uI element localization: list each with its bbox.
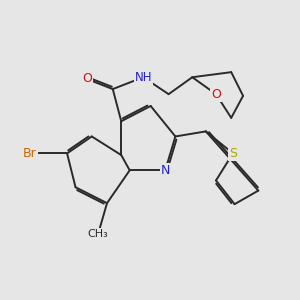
Text: Br: Br <box>23 147 37 160</box>
Text: N: N <box>160 164 170 177</box>
Text: S: S <box>229 147 237 160</box>
Text: NH: NH <box>134 71 152 84</box>
Text: O: O <box>82 72 92 86</box>
Text: CH₃: CH₃ <box>88 229 109 238</box>
Text: O: O <box>211 88 221 101</box>
